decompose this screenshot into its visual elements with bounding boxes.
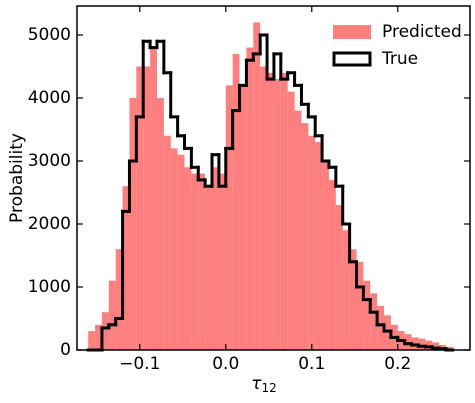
bar	[95, 324, 102, 350]
x-tick-label: −0.1	[119, 354, 160, 374]
legend-swatch	[332, 51, 372, 67]
bar	[425, 340, 433, 350]
y-tick-label: 1000	[28, 277, 71, 297]
y-tick-label: 2000	[28, 214, 71, 234]
bar	[156, 97, 164, 350]
bar	[432, 342, 440, 350]
legend-swatch	[333, 25, 371, 39]
x-tick-label: 0.2	[384, 354, 411, 374]
bar	[101, 312, 109, 350]
bar	[322, 160, 329, 350]
bar	[349, 249, 357, 350]
bar	[342, 230, 350, 350]
bar	[239, 85, 247, 350]
bar	[218, 173, 226, 350]
bar	[136, 66, 144, 350]
x-axis-symbol: τ	[251, 374, 262, 394]
bar	[122, 186, 130, 350]
bar	[445, 346, 453, 350]
bar	[260, 66, 268, 350]
bar	[384, 315, 391, 350]
legend-label: Predicted	[382, 22, 462, 42]
legend-label: True	[381, 49, 418, 69]
bar	[115, 249, 123, 350]
bar	[404, 334, 412, 350]
bar	[198, 173, 206, 350]
y-tick-label: 4000	[28, 88, 71, 108]
bar	[246, 47, 254, 350]
x-tick-label: 0.0	[212, 354, 239, 374]
bar	[287, 91, 295, 350]
bar	[108, 280, 116, 350]
y-tick-label: 5000	[28, 25, 71, 45]
x-axis-subscript: 12	[261, 381, 276, 395]
bar	[184, 167, 192, 350]
bar	[225, 85, 233, 350]
y-tick-label: 0	[60, 340, 71, 360]
bar	[294, 110, 302, 350]
bar	[377, 305, 385, 350]
y-tick-label: 3000	[28, 151, 71, 171]
bar	[150, 47, 157, 350]
bar	[253, 22, 261, 351]
bar	[177, 154, 185, 350]
bar	[205, 186, 213, 350]
bar	[280, 72, 288, 351]
bar	[163, 135, 171, 350]
x-tick-label: 0.1	[298, 354, 325, 374]
bar	[308, 135, 316, 350]
bar	[315, 142, 323, 350]
bar	[143, 66, 151, 350]
y-axis-label: Probability	[7, 133, 27, 223]
bar	[418, 338, 426, 350]
bar	[273, 79, 281, 350]
bar	[301, 123, 309, 350]
bar	[328, 179, 336, 350]
bar	[335, 205, 343, 350]
plot-frame	[76, 5, 471, 351]
bar	[232, 53, 240, 350]
bar	[356, 261, 364, 350]
bar	[267, 72, 274, 351]
bar	[88, 331, 96, 350]
x-axis-label: τ12	[251, 374, 277, 395]
bar	[363, 280, 371, 350]
bar	[212, 167, 219, 350]
bar	[170, 148, 178, 350]
bar	[191, 173, 199, 350]
bar	[370, 293, 378, 350]
bar	[129, 97, 137, 350]
